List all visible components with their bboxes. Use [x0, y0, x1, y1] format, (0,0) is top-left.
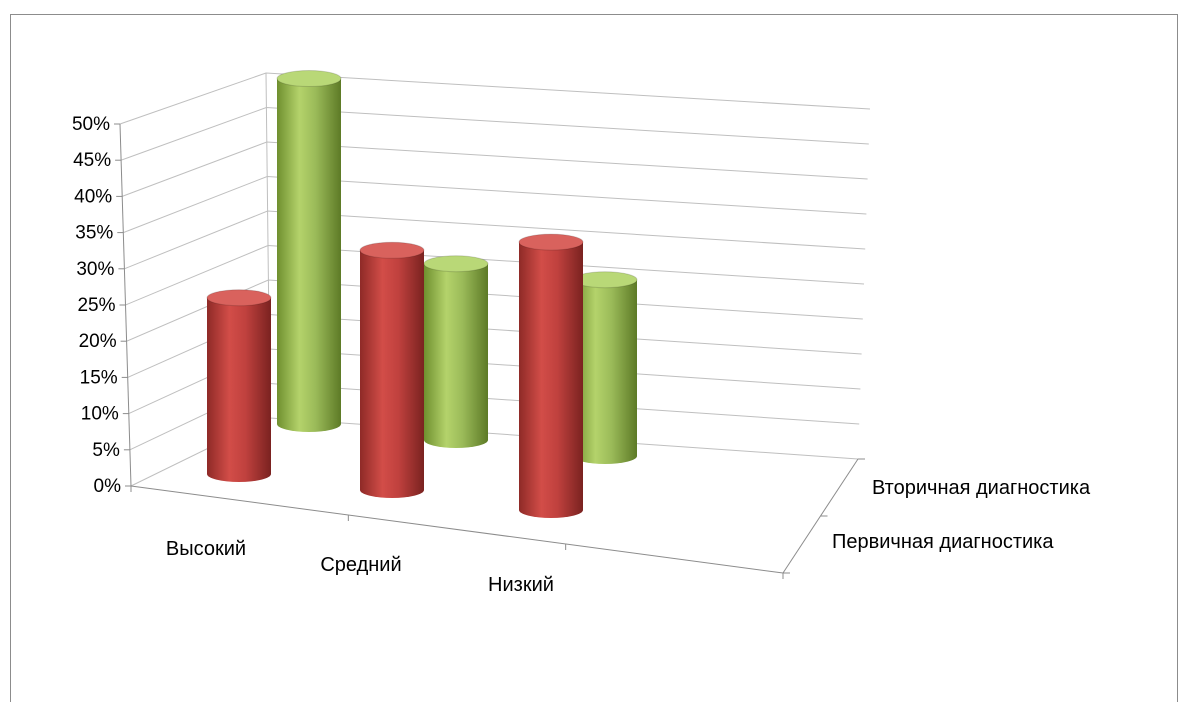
y-tick-label: 0%	[94, 476, 122, 497]
bar-0-2	[518, 233, 584, 518]
bar-0-1	[359, 241, 425, 498]
cylinder-body	[360, 250, 424, 498]
bar-1-2	[572, 271, 638, 464]
y-axis-line	[119, 123, 132, 487]
cylinder-top	[423, 255, 489, 273]
bar-1-1	[423, 255, 489, 448]
y-tick-label: 45%	[73, 150, 111, 171]
y-tick-label: 5%	[92, 440, 120, 461]
y-tick-label: 50%	[72, 114, 110, 135]
y-tick-label: 30%	[76, 259, 114, 280]
gridline	[119, 72, 871, 125]
category-label: Высокий	[166, 538, 246, 560]
cylinder-top	[518, 233, 584, 251]
gridline	[122, 141, 868, 197]
bar-1-0	[276, 70, 342, 433]
series-label: Первичная диагностика	[832, 531, 1054, 553]
y-tick-label: 10%	[81, 404, 119, 425]
cylinder-top	[276, 70, 342, 88]
gridline	[120, 106, 869, 161]
chart-frame	[10, 14, 1178, 702]
cylinder-body	[519, 242, 583, 518]
bar-0-0	[206, 289, 272, 482]
cylinder-body	[207, 297, 271, 482]
series-label: Вторичная диагностика	[872, 477, 1091, 499]
cylinder-body	[277, 78, 341, 433]
cylinder-top	[206, 289, 272, 307]
cylinder-top	[359, 241, 425, 259]
category-label: Низкий	[488, 574, 554, 596]
y-tick-label: 20%	[79, 331, 117, 352]
y-tick-label: 15%	[80, 367, 118, 388]
x-axis-line	[130, 485, 784, 574]
cylinder-body	[573, 279, 637, 464]
category-label: Средний	[320, 554, 401, 576]
y-tick-label: 25%	[77, 295, 115, 316]
y-tick-label: 35%	[75, 223, 113, 244]
cylinder-body	[424, 263, 488, 448]
y-tick-label: 40%	[74, 186, 112, 207]
